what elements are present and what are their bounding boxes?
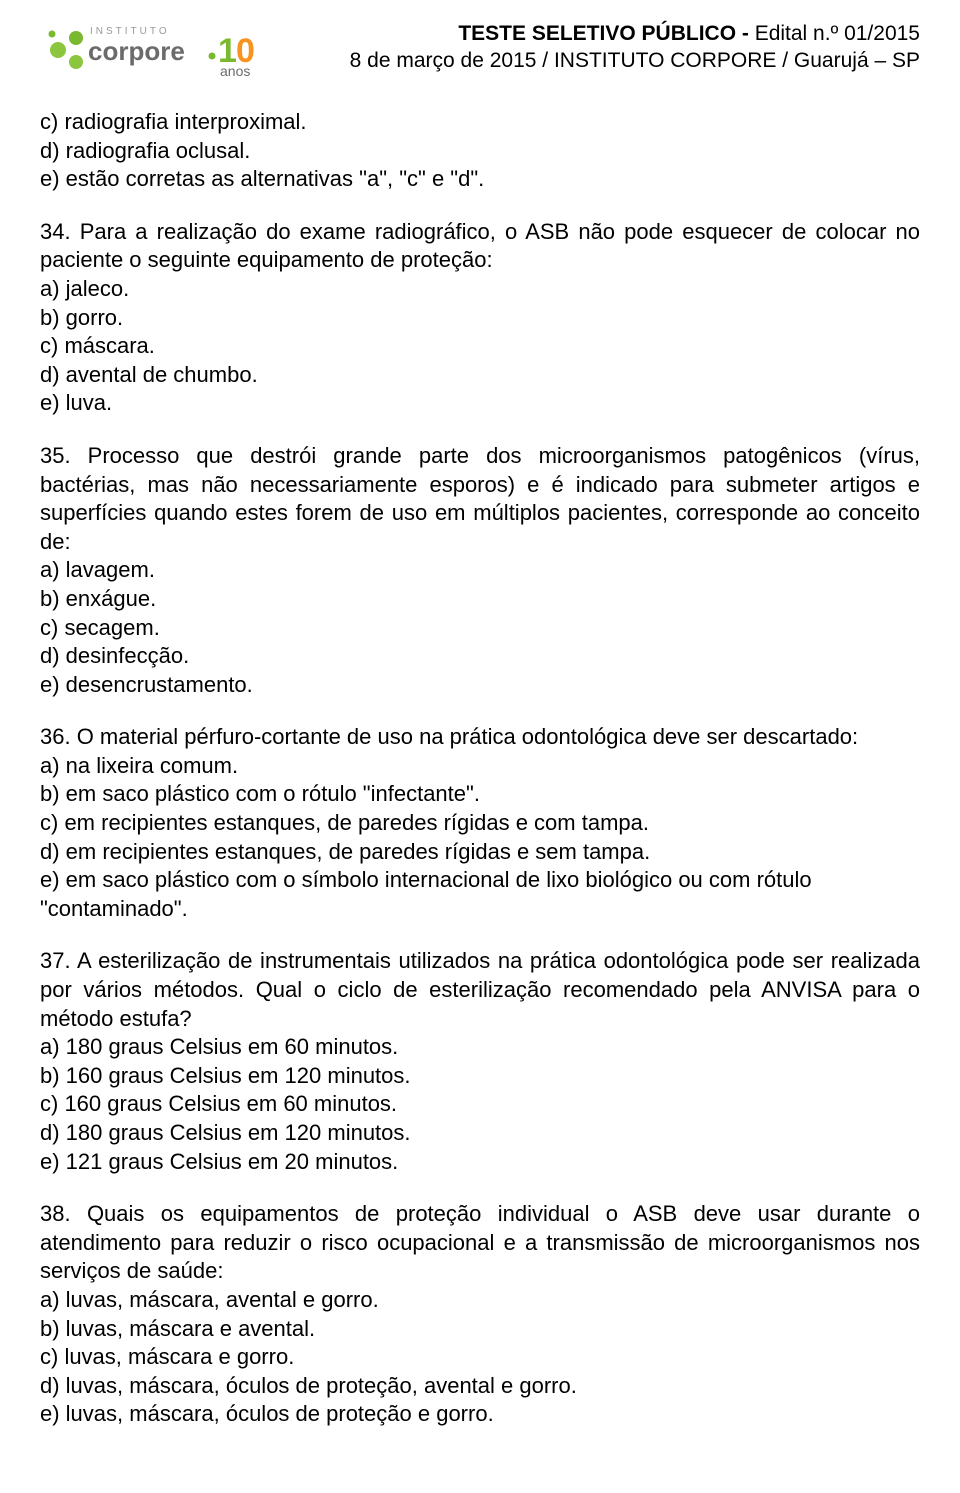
option-d: d) em recipientes estanques, de paredes … (40, 838, 920, 867)
option-d: d) avental de chumbo. (40, 361, 920, 390)
option-b: b) em saco plástico com o rótulo "infect… (40, 780, 920, 809)
option-b: b) 160 graus Celsius em 120 minutos. (40, 1062, 920, 1091)
question-text: 34. Para a realização do exame radiográf… (40, 218, 920, 275)
corpore-logo-icon: INSTITUTO corpore 1 0 anos (40, 20, 280, 80)
option-a: a) 180 graus Celsius em 60 minutos. (40, 1033, 920, 1062)
option-c: c) luvas, máscara e gorro. (40, 1343, 920, 1372)
option-e: e) estão corretas as alternativas "a", "… (40, 165, 920, 194)
question-fragment: c) radiografia interproximal. d) radiogr… (40, 108, 920, 194)
page-header: INSTITUTO corpore 1 0 anos TESTE SELETIV… (40, 20, 920, 80)
option-c: c) 160 graus Celsius em 60 minutos. (40, 1090, 920, 1119)
option-e: e) luva. (40, 389, 920, 418)
header-title: TESTE SELETIVO PÚBLICO - Edital n.º 01/2… (290, 20, 920, 47)
option-c: c) secagem. (40, 614, 920, 643)
question-34: 34. Para a realização do exame radiográf… (40, 218, 920, 418)
option-d: d) radiografia oclusal. (40, 137, 920, 166)
header-subtitle: 8 de março de 2015 / INSTITUTO CORPORE /… (290, 47, 920, 74)
question-text: 38. Quais os equipamentos de proteção in… (40, 1200, 920, 1286)
question-35: 35. Processo que destrói grande parte do… (40, 442, 920, 699)
header-text: TESTE SELETIVO PÚBLICO - Edital n.º 01/2… (280, 20, 920, 75)
option-e: e) 121 graus Celsius em 20 minutos. (40, 1148, 920, 1177)
option-b: b) enxágue. (40, 585, 920, 614)
question-37: 37. A esterilização de instrumentais uti… (40, 947, 920, 1176)
option-e: e) desencrustamento. (40, 671, 920, 700)
option-c: c) radiografia interproximal. (40, 108, 920, 137)
header-title-bold: TESTE SELETIVO PÚBLICO - (458, 22, 749, 45)
option-c: c) em recipientes estanques, de paredes … (40, 809, 920, 838)
svg-text:corpore: corpore (88, 36, 185, 66)
svg-text:anos: anos (220, 63, 250, 79)
question-36: 36. O material pérfuro-cortante de uso n… (40, 723, 920, 923)
option-b: b) luvas, máscara e avental. (40, 1315, 920, 1344)
option-b: b) gorro. (40, 304, 920, 333)
option-e: e) luvas, máscara, óculos de proteção e … (40, 1400, 920, 1429)
option-d: d) luvas, máscara, óculos de proteção, a… (40, 1372, 920, 1401)
question-text: 35. Processo que destrói grande parte do… (40, 442, 920, 556)
option-a: a) na lixeira comum. (40, 752, 920, 781)
logo-block: INSTITUTO corpore 1 0 anos (40, 20, 280, 80)
option-a: a) luvas, máscara, avental e gorro. (40, 1286, 920, 1315)
question-text: 36. O material pérfuro-cortante de uso n… (40, 723, 920, 752)
option-c: c) máscara. (40, 332, 920, 361)
option-a: a) jaleco. (40, 275, 920, 304)
option-a: a) lavagem. (40, 556, 920, 585)
option-d: d) desinfecção. (40, 642, 920, 671)
header-title-rest: Edital n.º 01/2015 (749, 22, 920, 45)
option-e: e) em saco plástico com o símbolo intern… (40, 866, 920, 923)
content-area: c) radiografia interproximal. d) radiogr… (40, 108, 920, 1429)
question-38: 38. Quais os equipamentos de proteção in… (40, 1200, 920, 1429)
option-d: d) 180 graus Celsius em 120 minutos. (40, 1119, 920, 1148)
question-text: 37. A esterilização de instrumentais uti… (40, 947, 920, 1033)
